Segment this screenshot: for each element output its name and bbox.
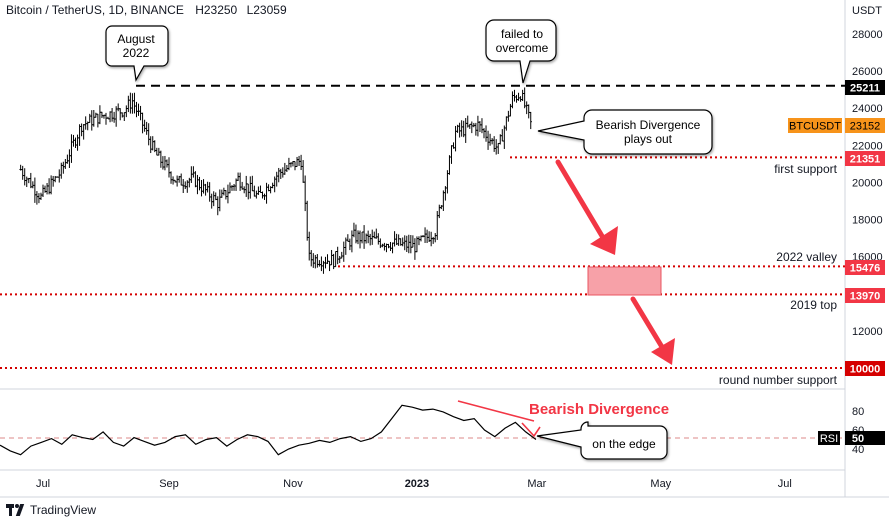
- plot-area: [0, 0, 845, 497]
- top-2019-tag: [845, 288, 885, 303]
- symbol-tag-text: BTCUSDT: [789, 121, 841, 133]
- footer-brand-text: TradingView: [30, 503, 97, 517]
- header-high: H23250: [195, 3, 237, 17]
- rsi-tick-label: 40: [852, 444, 864, 456]
- candlestick-series: [19, 87, 532, 274]
- footer-brand[interactable]: TradingView: [6, 502, 96, 518]
- time-tick-label: Mar: [527, 478, 546, 490]
- rsi-line: [0, 404, 537, 456]
- price-tick-label: 24000: [852, 103, 883, 115]
- price-tick-label: 12000: [852, 326, 883, 338]
- symbol-tag: [788, 118, 842, 133]
- target-zone: [587, 266, 662, 296]
- price-tick-label: 28000: [852, 29, 883, 41]
- rsi-divergence-label: Bearish Divergence: [529, 401, 669, 418]
- rsi-divergence-line: [457, 400, 535, 422]
- top-2019-tag-text: 13970: [850, 291, 881, 303]
- resistance-tag: [845, 80, 885, 95]
- callout-bearish-divergence: [537, 109, 713, 155]
- callout-failed: [485, 19, 557, 84]
- axis-unit: USDT: [852, 5, 882, 17]
- symbol-title: Bitcoin / TetherUS, 1D, BINANCE: [6, 3, 184, 17]
- valley-tag-text: 15476: [850, 263, 881, 275]
- round-tag-text: 10000: [850, 364, 881, 376]
- first-support-tag: [845, 151, 885, 166]
- rsi-name-tag-text: RSI: [820, 433, 838, 445]
- callout-bearish-line1: Bearish Divergence: [596, 118, 701, 132]
- support-resistance-levels: [0, 84, 845, 369]
- valley-tag: [845, 260, 885, 275]
- time-tick-label: Jul: [778, 478, 792, 490]
- callout-failed-line2: overcome: [496, 41, 549, 55]
- time-tick-label: 2023: [405, 478, 429, 490]
- rsi-name-tag: [818, 431, 840, 445]
- arrow-shaft-2: [630, 296, 665, 350]
- callout-august-2022: [105, 25, 169, 82]
- price-tick-label: 22000: [852, 140, 883, 152]
- price-labels: 25211 BTCUSDT 23152 21351 15476 13970 10…: [788, 80, 885, 376]
- round-tag: [845, 361, 885, 376]
- price-tick-label: 26000: [852, 66, 883, 78]
- time-tick-label: Jul: [36, 478, 50, 490]
- rsi-tick-label: 80: [852, 406, 864, 418]
- level-label-2022-valley: 2022 valley: [776, 250, 837, 264]
- price-tick-label: 18000: [852, 215, 883, 227]
- time-tick-label: Sep: [159, 478, 179, 490]
- arrow-head-2: [651, 338, 675, 365]
- callout-failed-line1: failed to: [501, 27, 543, 41]
- rsi-value-tag: [845, 431, 885, 445]
- current-price-tag-text: 23152: [850, 121, 881, 133]
- time-tick-label: May: [650, 478, 671, 490]
- callout-august-line1: August: [117, 32, 155, 46]
- callout-edge-text: on the edge: [592, 437, 656, 451]
- chart-header: Bitcoin / TetherUS, 1D, BINANCE H23250 L…: [6, 3, 287, 17]
- arrow-head-1: [590, 226, 618, 255]
- header-low: L23059: [247, 3, 287, 17]
- price-tick-label: 20000: [852, 177, 883, 189]
- callout-bearish-line2: plays out: [624, 132, 673, 146]
- resistance-tag-text: 25211: [850, 83, 880, 95]
- current-price-tag: [845, 118, 885, 133]
- level-label-first-support: first support: [774, 162, 837, 176]
- level-label-2019-top: 2019 top: [790, 298, 837, 312]
- first-support-tag-text: 21351: [850, 154, 881, 166]
- time-axis-ticks: Jul Sep Nov 2023 Mar May Jul: [36, 478, 792, 490]
- time-tick-label: Nov: [283, 478, 303, 490]
- bearish-arrows: [555, 159, 675, 365]
- callout-august-line2: 2022: [123, 46, 150, 60]
- level-label-round-number: round number support: [719, 373, 838, 387]
- callout-on-the-edge: [536, 421, 668, 460]
- tradingview-logo-icon: [6, 504, 26, 516]
- rsi-divergence-arrow: [521, 422, 541, 438]
- arrow-shaft-1: [555, 159, 605, 239]
- rsi-value-tag-text: 50: [852, 433, 864, 445]
